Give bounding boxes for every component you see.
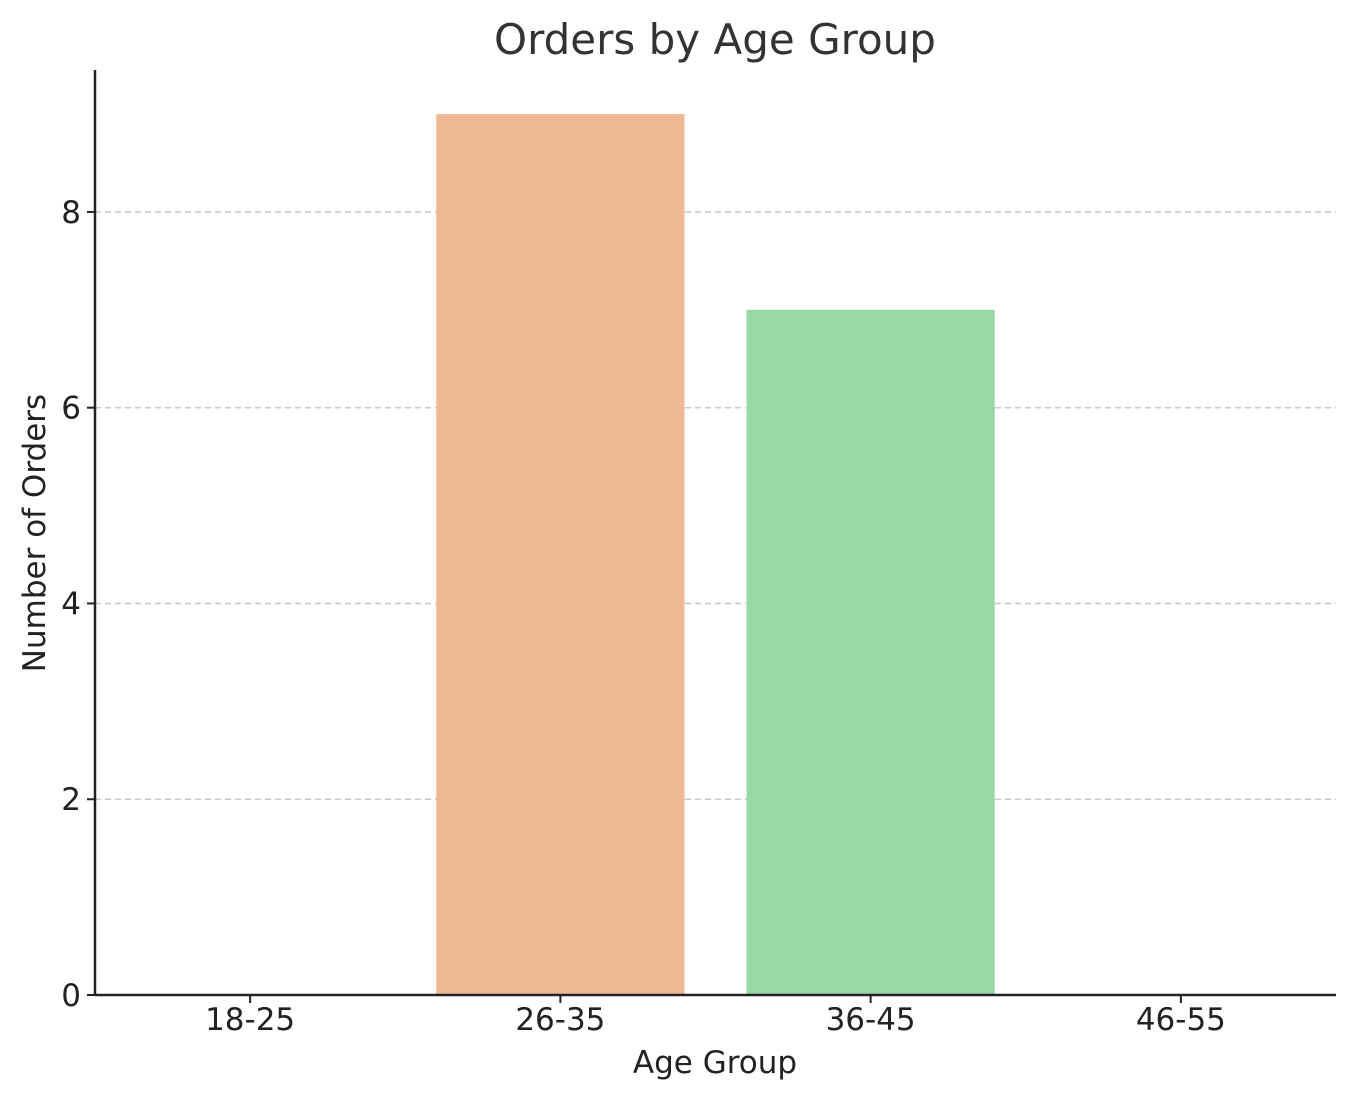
gridlines [95, 211, 1336, 800]
bar-26-35 [436, 114, 685, 996]
y-tick-label: 0 [61, 978, 81, 1014]
y-tick-label: 2 [61, 782, 81, 818]
x-tick-label: 36-45 [826, 1002, 916, 1038]
x-tick-label: 46-55 [1136, 1002, 1226, 1038]
bars [436, 114, 995, 996]
x-tick-label: 18-25 [205, 1002, 295, 1038]
x-axis-label: Age Group [633, 1045, 797, 1081]
y-tick-label: 4 [61, 586, 81, 622]
y-tick-label: 8 [61, 195, 81, 231]
y-axis-label: Number of Orders [17, 394, 53, 672]
chart-title: Orders by Age Group [494, 15, 936, 64]
x-ticks: 18-25 26-35 36-45 46-55 [205, 995, 1226, 1038]
x-tick-label: 26-35 [515, 1002, 605, 1038]
axes [93, 70, 1336, 997]
bar-36-45 [746, 309, 995, 995]
y-tick-label: 6 [61, 391, 81, 427]
y-ticks: 0 2 4 6 8 [61, 195, 95, 1014]
